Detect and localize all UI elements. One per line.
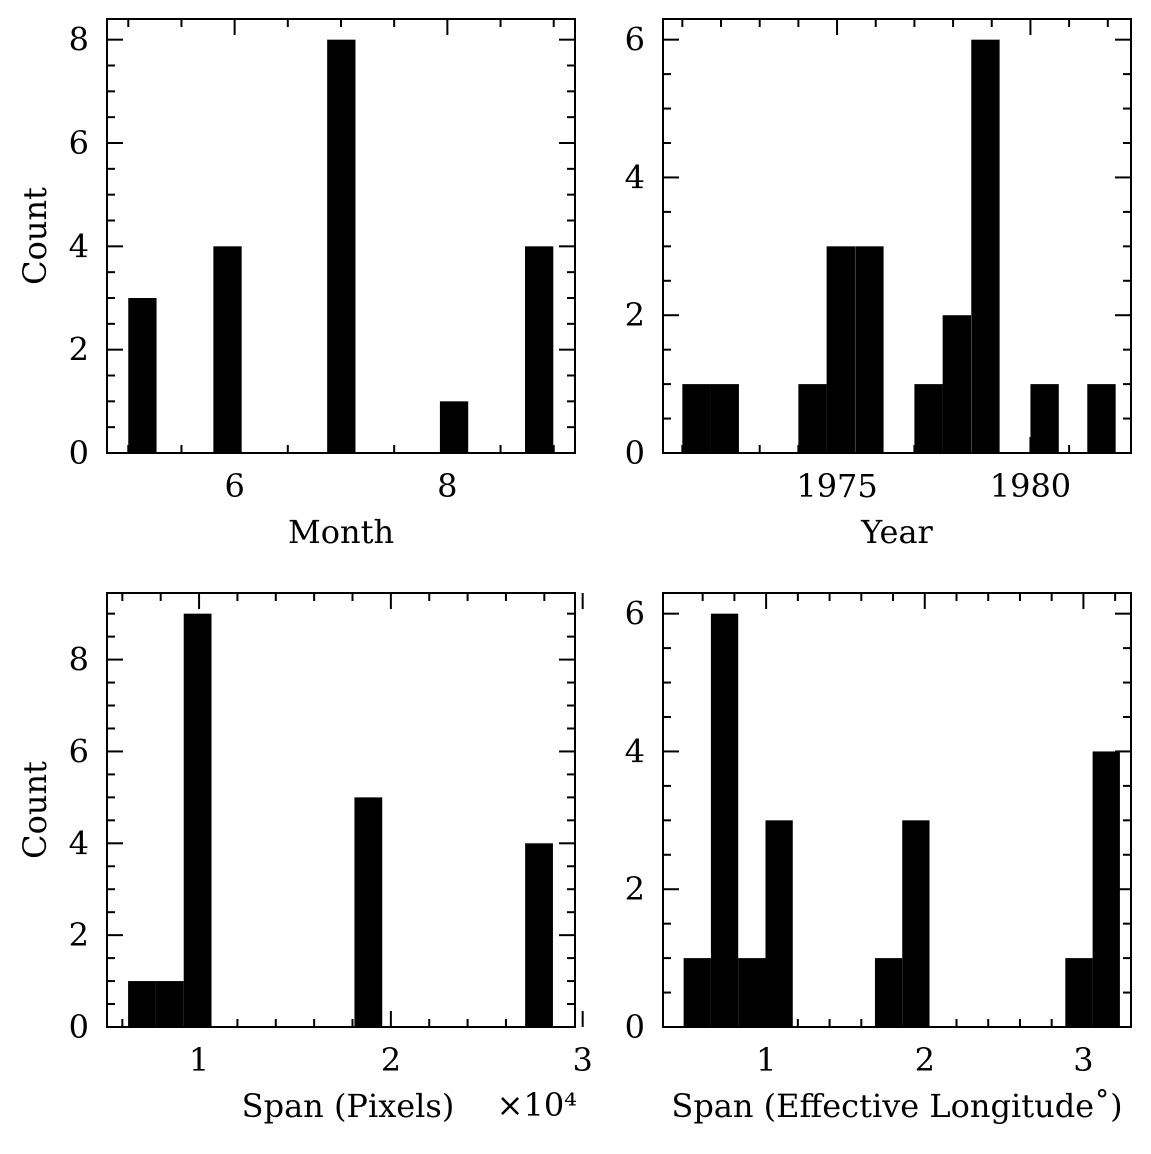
y-tick-label: 4: [625, 158, 645, 196]
y-tick-label: 0: [69, 434, 89, 472]
x-tick-label: 3: [572, 1041, 592, 1079]
histogram-bar: [525, 246, 554, 453]
histogram-bar: [1030, 384, 1059, 453]
x-tick-label: 1980: [990, 467, 1071, 505]
histogram-bar: [710, 384, 739, 453]
histogram-bar: [902, 820, 930, 1027]
histogram-bar: [826, 246, 855, 453]
x-tick-label: 1975: [796, 467, 877, 505]
histogram-bar: [1065, 958, 1093, 1027]
x-tick-label: 2: [915, 1041, 935, 1079]
y-tick-label: 0: [625, 434, 645, 472]
y-tick-label: 0: [625, 1008, 645, 1046]
x-tick-label: 2: [381, 1041, 401, 1079]
histogram-bar: [128, 981, 156, 1027]
y-tick-label: 2: [625, 296, 645, 334]
plot-frame: [662, 18, 1132, 454]
histogram-bar: [765, 820, 793, 1027]
x-tick-label: 3: [1073, 1041, 1093, 1079]
x-axis-label: Span (Effective Longitude˚): [671, 1087, 1122, 1125]
y-tick-label: 6: [625, 595, 645, 633]
histogram-bar: [942, 315, 971, 453]
histogram-bar: [183, 613, 212, 1027]
y-tick-label: 2: [69, 331, 89, 369]
plot-frame: [106, 592, 576, 1028]
histogram-bar: [683, 958, 711, 1027]
histogram-bar: [525, 843, 553, 1027]
histogram-bar: [682, 384, 711, 453]
histogram-bar: [710, 613, 739, 1027]
histogram-bar: [439, 401, 469, 453]
plot-frame: [662, 592, 1132, 1028]
y-tick-label: 0: [69, 1008, 89, 1046]
chart-panel-4: 1 2 3 0 2 4 6 Span (Effective Longitude˚): [625, 592, 1132, 1125]
x-tick-label: 6: [224, 467, 244, 505]
histogram-bar: [327, 39, 356, 454]
x-axis-label: Span (Pixels): [242, 1087, 455, 1125]
histogram-bar: [971, 39, 1000, 454]
y-axis-label: Count: [16, 761, 54, 859]
x-axis-label: Year: [860, 513, 933, 551]
x-tick-label: 8: [437, 467, 457, 505]
histogram-bar: [354, 797, 383, 1027]
histogram-bar: [798, 384, 827, 453]
histogram-bar: [213, 246, 242, 453]
histogram-bar: [855, 246, 884, 453]
histogram-bar: [874, 958, 903, 1027]
chart-panel-1: 6 8 0 2 4 6 8 Month Count: [16, 18, 576, 551]
x-tick-label: 1: [756, 1041, 776, 1079]
chart-panel-2: 1975 1980 0 2 4 6 Year: [625, 18, 1132, 551]
y-tick-label: 8: [69, 641, 89, 679]
y-tick-label: 4: [69, 227, 89, 265]
y-tick-label: 4: [625, 732, 645, 770]
y-axis-label: Count: [16, 187, 54, 285]
x-axis-label: Month: [288, 513, 394, 551]
histogram-bar: [128, 298, 157, 453]
histogram-bar: [738, 958, 766, 1027]
y-tick-label: 6: [625, 21, 645, 59]
y-tick-label: 6: [69, 732, 89, 770]
y-tick-label: 6: [69, 124, 89, 162]
y-tick-label: 2: [69, 916, 89, 954]
y-tick-label: 4: [69, 824, 89, 862]
y-tick-label: 8: [69, 21, 89, 59]
chart-panel-3: 1 2 3 0 2 4 6 8 Span (Pixels) ×10⁴ Count: [16, 592, 593, 1125]
histogram-bar: [914, 384, 943, 453]
y-tick-label: 2: [625, 870, 645, 908]
x-tick-label: 1: [189, 1041, 209, 1079]
histogram-bar: [1087, 384, 1116, 453]
x-axis-multiplier: ×10⁴: [497, 1086, 577, 1124]
